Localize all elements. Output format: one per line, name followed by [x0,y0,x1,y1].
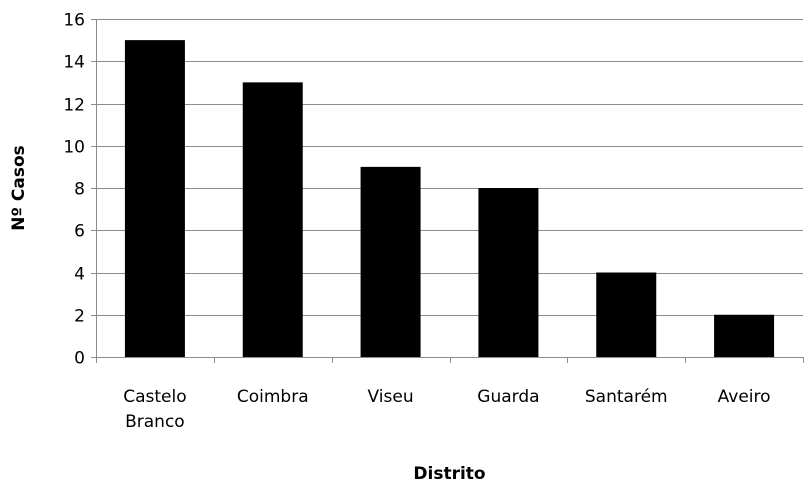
y-tick-label: 2 [74,307,85,327]
y-tick-label: 14 [63,53,85,73]
x-tick-label: Viseu [368,387,414,407]
y-tick-label: 16 [63,11,85,31]
bar [242,82,303,357]
x-tick-label: Branco [125,412,185,432]
bar [124,40,185,357]
gridlines [91,19,804,363]
y-tick-label: 10 [63,138,85,158]
x-tick-labels: Castelo Branco Coimbra Viseu Guarda Santarém A… [123,387,770,432]
y-axis-title: Nº Casos [9,145,29,231]
bar [596,272,657,357]
x-tick-label: Coimbra [237,387,309,407]
y-tick-label: 0 [74,349,85,369]
y-tick-labels: 0 2 4 6 8 10 12 14 16 [63,11,85,369]
x-tick-label: Santarém [585,387,668,407]
bar [360,166,421,357]
y-tick-label: 4 [74,265,85,285]
y-tick-label: 12 [63,96,85,116]
bar [478,188,539,357]
axes [96,19,803,358]
x-tick-label: Guarda [477,387,539,407]
y-tick-label: 8 [74,180,85,200]
x-tick-label: Aveiro [718,387,771,407]
x-tick-label: Castelo [123,387,186,407]
bars [124,40,775,357]
x-axis-title: Distrito [413,464,485,484]
y-tick-label: 6 [74,222,85,242]
bar [714,314,775,357]
